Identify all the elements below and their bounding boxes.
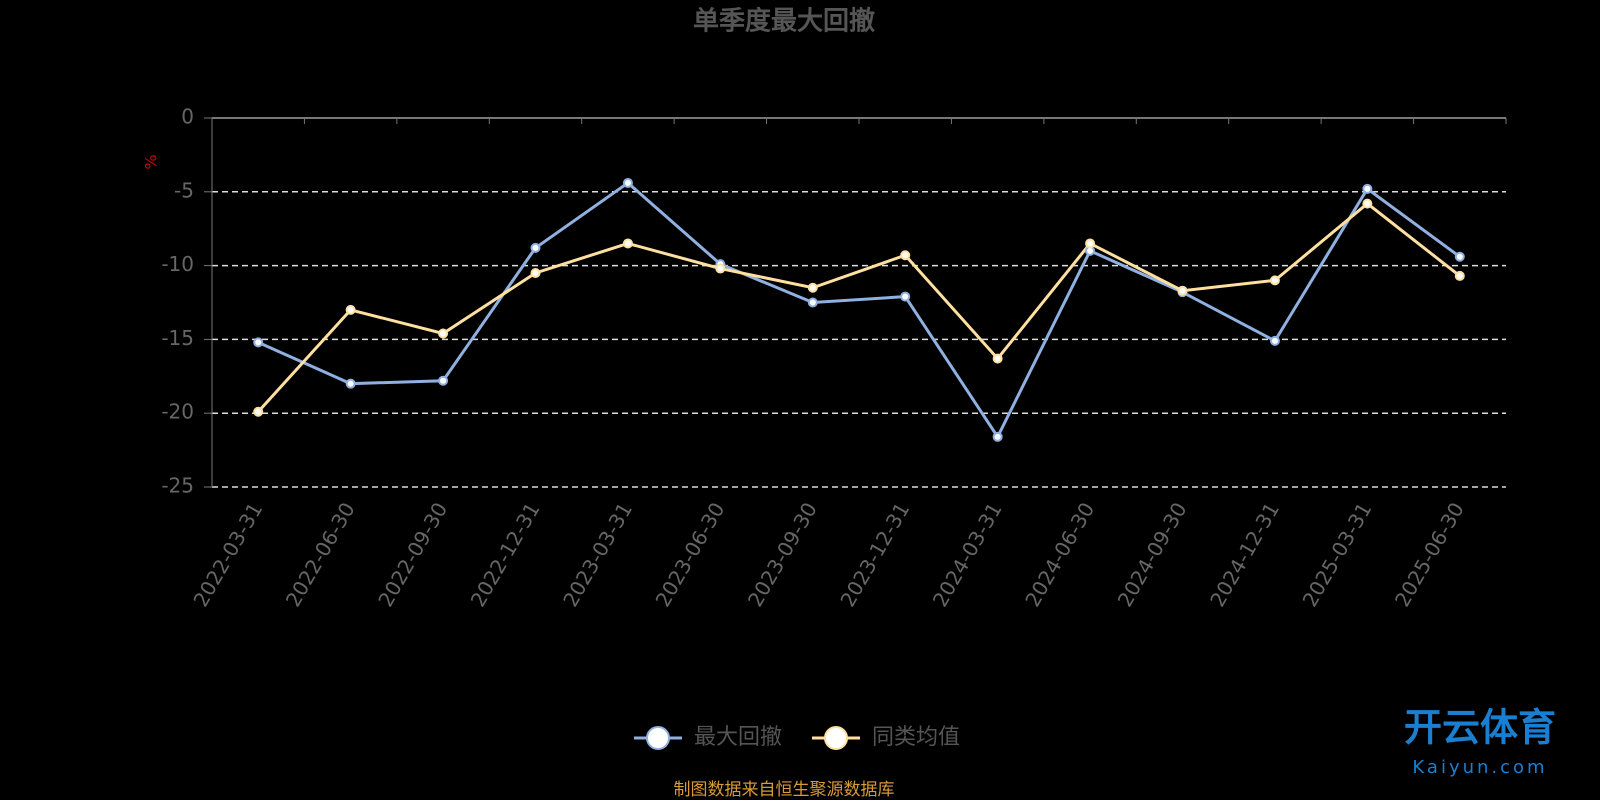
data-point: [992, 431, 1003, 442]
data-point: [530, 267, 541, 278]
x-tick-label: 2025-03-31: [1298, 498, 1377, 611]
data-point: [345, 378, 356, 389]
data-point: [807, 297, 818, 308]
y-tick-label: -5: [174, 178, 194, 202]
legend-marker: [824, 726, 848, 750]
legend-label: 最大回撤: [694, 725, 782, 750]
x-tick-label: 2024-12-31: [1205, 498, 1284, 611]
data-point: [530, 242, 541, 253]
series-line: [257, 181, 1461, 440]
watermark-brand: 开云体育: [1404, 706, 1556, 750]
x-tick-label: 2023-03-31: [558, 498, 637, 611]
y-tick-label: -25: [161, 474, 194, 498]
x-tick-label: 2024-09-30: [1113, 498, 1192, 611]
data-point: [1454, 270, 1465, 281]
legend-marker: [646, 726, 670, 750]
data-point: [438, 328, 449, 339]
data-point: [1085, 238, 1096, 249]
legend-label: 同类均值: [872, 725, 960, 750]
y-axis-label: %: [142, 154, 161, 169]
data-point: [900, 250, 911, 261]
data-point: [253, 406, 264, 417]
chart-title: 单季度最大回撤: [693, 6, 875, 37]
x-tick-label: 2023-09-30: [743, 498, 822, 611]
x-tick-label: 2025-06-30: [1390, 498, 1469, 611]
x-tick-label: 2024-03-31: [928, 498, 1007, 611]
y-tick-label: -15: [161, 326, 194, 350]
data-point: [1269, 335, 1280, 346]
x-tick-label: 2023-12-31: [835, 498, 914, 611]
series-line: [257, 201, 1461, 413]
data-point: [992, 353, 1003, 364]
x-tick-label: 2022-06-30: [281, 498, 360, 611]
data-point: [438, 375, 449, 386]
x-tick-label: 2022-09-30: [373, 498, 452, 611]
data-point: [622, 238, 633, 249]
data-point: [253, 337, 264, 348]
y-tick-label: 0: [181, 105, 194, 129]
y-tick-label: -10: [161, 252, 194, 276]
x-tick-label: 2022-12-31: [466, 498, 545, 611]
x-tick-label: 2024-06-30: [1020, 498, 1099, 611]
source-note: 制图数据来自恒生聚源数据库: [674, 780, 895, 800]
data-point: [1362, 198, 1373, 209]
data-point: [622, 177, 633, 188]
x-tick-label: 2023-06-30: [651, 498, 730, 611]
watermark-url: Kaiyun.com: [1412, 757, 1547, 778]
data-point: [1454, 251, 1465, 262]
data-point: [1177, 285, 1188, 296]
x-tick-label: 2022-03-31: [188, 498, 267, 611]
data-point: [900, 291, 911, 302]
y-tick-label: -20: [161, 400, 194, 424]
data-point: [715, 263, 726, 274]
data-point: [345, 304, 356, 315]
data-point: [1269, 275, 1280, 286]
data-point: [807, 282, 818, 293]
data-point: [1362, 183, 1373, 194]
